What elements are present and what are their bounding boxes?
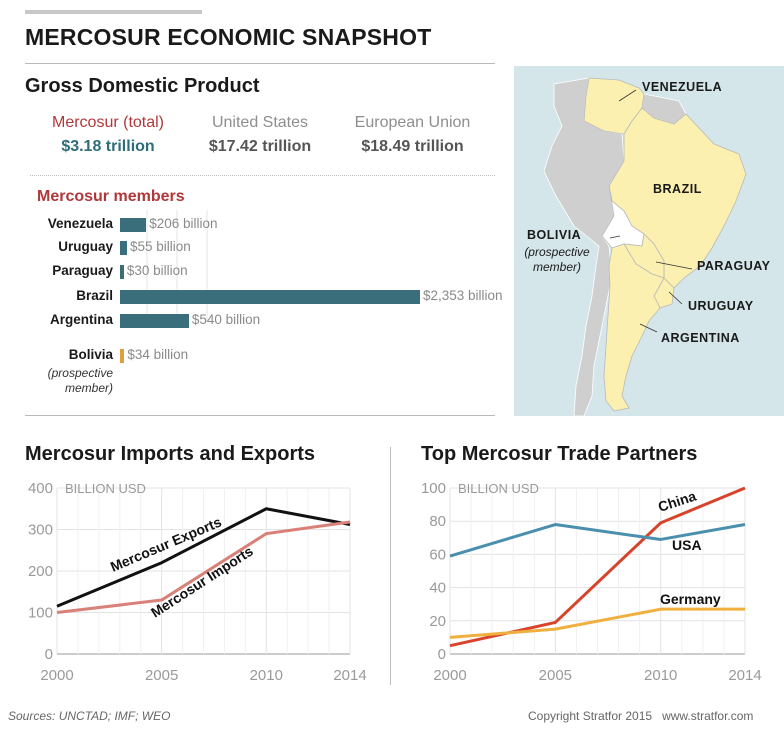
y-axis-label: BILLION USD [65,481,146,496]
bar-value-uruguay: $55 billion [130,239,191,254]
map-label-bolivia-sub1: (prospective [524,245,590,259]
map-label-paraguay: PARAGUAY [697,259,771,273]
x-tick-label: 2000 [433,667,466,684]
y-tick-label: 80 [429,513,446,530]
gdp-eu-value: $18.49 trillion [361,138,464,155]
copyright-text: Copyright Stratfor 2015 www.stratfor.com [528,709,754,723]
gdp-heading: Gross Domestic Product [25,75,260,97]
y-tick-label: 400 [28,480,53,497]
top-accent-bar [25,10,202,14]
series-line-mercosur-imports [56,520,351,614]
y-tick-label: 300 [28,522,53,539]
bar-label-venezuela: Venezuela [47,216,113,231]
series-line-mercosur-exports [56,507,351,608]
map-label-uruguay: URUGUAY [688,299,754,313]
bar-label-brazil: Brazil [76,288,113,303]
map-label-brazil: BRAZIL [653,182,702,196]
x-tick-label: 2005 [539,667,572,684]
page-title: MERCOSUR ECONOMIC SNAPSHOT [25,24,432,50]
vertical-divider [390,447,391,685]
y-axis-label: BILLION USD [458,481,539,496]
bar-brazil [120,290,420,304]
imports-exports-title: Mercosur Imports and Exports [25,443,316,465]
x-tick-label: 2010 [644,667,677,684]
x-tick-label: 2000 [40,667,73,684]
y-tick-label: 100 [28,605,53,622]
series-label-mercosur-imports: Mercosur Imports [148,543,256,621]
bar-label-uruguay: Uruguay [58,239,113,254]
bar-paraguay [120,265,124,279]
gdp-mercosur-value: $3.18 trillion [61,138,155,155]
x-tick-label: 2014 [333,667,366,684]
members-chart-title: Mercosur members [37,188,185,205]
x-tick-label: 2010 [250,667,283,684]
dotted-divider [30,175,495,176]
argentina-shape [603,243,665,412]
series-line-germany [449,607,745,639]
south-america-map [514,66,784,416]
map-label-bolivia: BOLIVIA [527,228,582,242]
map-label-bolivia-sub2: member) [532,260,581,274]
y-tick-label: 100 [421,480,446,497]
x-tick-label: 2005 [145,667,178,684]
bar-value-bolivia: $34 billion [127,347,189,362]
series-label-usa: USA [672,537,702,553]
gdp-us-label: United States [211,114,309,131]
series-label-germany: Germany [660,591,721,607]
y-tick-label: 0 [45,646,53,663]
bar-value-paraguay: $30 billion [126,263,188,278]
sources-text: Sources: UNCTAD; IMF; WEO [8,709,171,723]
bar-label-argentina: Argentina [49,312,113,327]
y-tick-label: 20 [429,613,446,630]
bar-value-argentina: $540 billion [191,312,261,327]
bolivia-subtitle: (prospective [47,366,113,380]
x-tick-label: 2014 [728,667,761,684]
gdp-mercosur-label: Mercosur (total) [51,114,165,131]
series-label-mercosur-exports: Mercosur Exports [108,513,224,574]
y-tick-label: 60 [429,546,446,563]
divider [25,63,495,64]
bar-label-bolivia: Bolivia [68,347,113,362]
bar-bolivia [120,349,125,363]
bolivia-subtitle: member) [64,381,113,395]
bar-venezuela [120,218,147,232]
bar-argentina [120,314,189,328]
map-label-argentina: ARGENTINA [661,331,740,345]
bar-value-brazil: $2,353 billion [423,288,503,303]
y-tick-label: 0 [438,646,446,663]
gdp-eu-label: European Union [354,114,471,131]
y-tick-label: 200 [28,563,53,580]
map-label-venezuela: VENEZUELA [642,80,723,94]
bar-label-paraguay: Paraguay [52,263,113,278]
bar-uruguay [120,241,127,255]
gdp-us-value: $17.42 trillion [208,138,312,155]
trade-partners-title: Top Mercosur Trade Partners [421,443,698,465]
y-tick-label: 40 [429,580,446,597]
bar-value-venezuela: $206 billion [149,216,218,231]
imports-exports-chart: 0 100 200 300 400 2000 2005 2010 2014 BILLION USD… [28,480,367,684]
divider [25,415,495,416]
series-line-usa [449,523,746,558]
